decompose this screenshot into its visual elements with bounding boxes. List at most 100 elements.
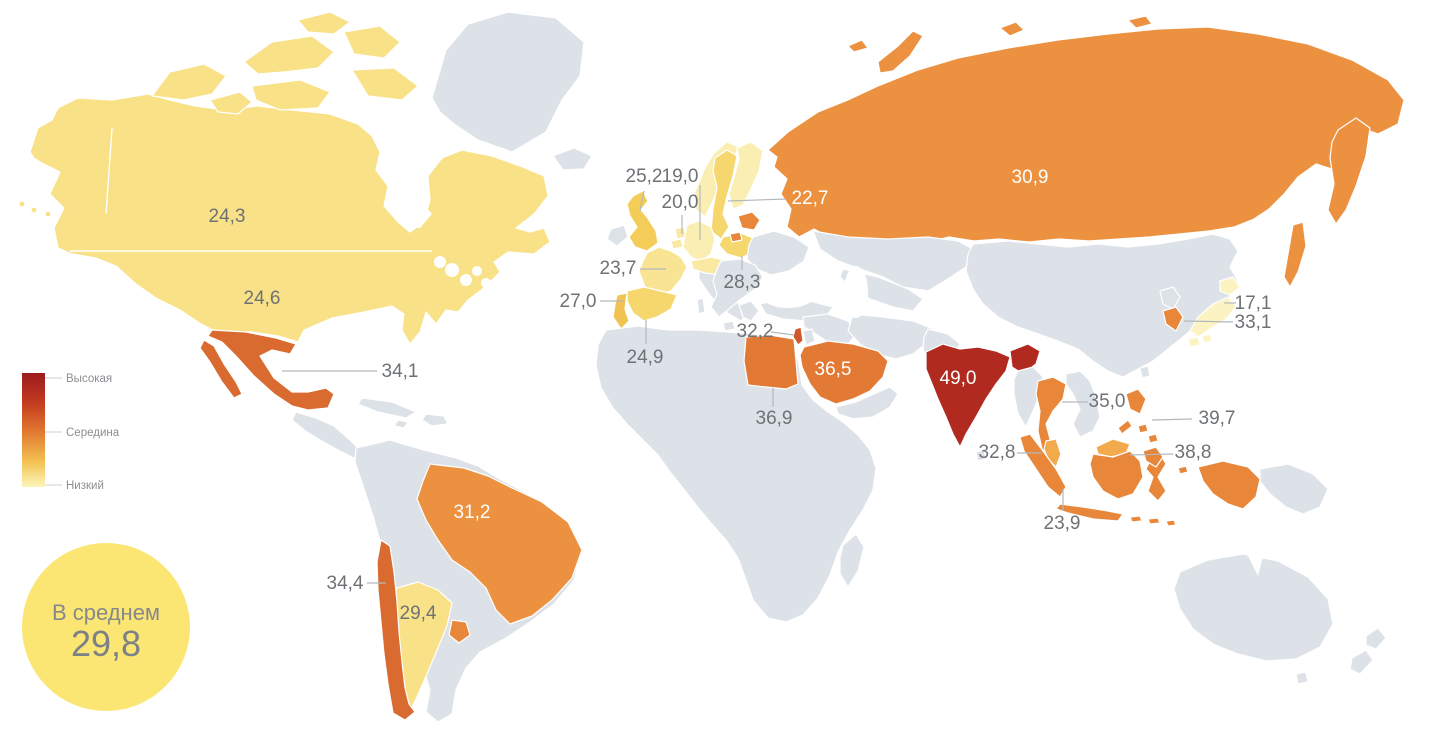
country-malaysia <box>1043 438 1062 468</box>
west-papua <box>1197 460 1261 510</box>
balkans-romania <box>710 258 764 318</box>
arctic-island <box>151 63 227 101</box>
country-sri-lanka <box>975 449 987 462</box>
value-label-netherlands: 20,0 <box>662 192 699 213</box>
country-iceland <box>552 147 593 171</box>
arctic-russia-island <box>847 39 869 53</box>
value-label-portugal: 27,0 <box>560 291 597 312</box>
country-greece <box>738 300 760 322</box>
value-label-philippines: 39,7 <box>1199 408 1236 429</box>
iran-afghanistan <box>847 313 934 360</box>
country-spain <box>626 286 678 322</box>
country-egypt <box>743 334 799 390</box>
central-america <box>291 411 363 459</box>
aleutian-island <box>30 206 38 214</box>
value-label-malaysia: 32,8 <box>979 442 1016 463</box>
value-label-south-korea: 33,1 <box>1235 312 1272 333</box>
country-jamaica <box>393 419 409 429</box>
great-lake <box>460 274 472 286</box>
value-label-spain: 24,9 <box>627 347 664 368</box>
country-chile <box>376 539 416 721</box>
country-australia <box>1173 553 1334 662</box>
sakhalin <box>1283 221 1307 288</box>
arctic-island <box>343 25 401 59</box>
color-legend: Высокая Середина Низкий <box>22 373 120 492</box>
average-label: В среднем <box>52 600 160 625</box>
lesser-sunda <box>1147 517 1161 525</box>
hudson-bay <box>388 142 432 228</box>
country-south-korea <box>1162 306 1184 332</box>
legend-label-high: Высокая <box>66 373 112 385</box>
value-labels-layer: 24,3 24,6 34,1 31,2 34,4 29,4 25,2 19,0 20,0 23,7… <box>209 166 1272 624</box>
sulawesi <box>1145 453 1167 502</box>
indochina <box>1065 370 1101 438</box>
belarus-ukraine <box>746 230 810 276</box>
country-germany <box>682 220 716 262</box>
arctic-island <box>243 35 335 75</box>
country-hispaniola <box>421 413 449 427</box>
country-ireland <box>606 224 629 247</box>
gulf-of-carpentaria <box>1248 553 1264 576</box>
kamchatka <box>1327 117 1371 225</box>
great-lake <box>481 278 491 288</box>
japan-hokkaido <box>1219 276 1241 296</box>
arctic-island <box>209 91 253 115</box>
country-sweden <box>710 149 738 240</box>
leader-line-sweden <box>727 198 787 202</box>
country-china-mongolia <box>965 233 1239 378</box>
aleutian-island <box>18 200 26 208</box>
country-myanmar <box>1013 366 1044 428</box>
country-greenland <box>431 11 585 153</box>
country-taiwan <box>1139 365 1151 379</box>
legend-label-low: Низкий <box>66 480 104 492</box>
value-label-mexico: 34,1 <box>382 361 419 382</box>
lesser-sunda <box>1165 519 1177 527</box>
value-label-argentina: 29,4 <box>400 603 437 624</box>
leader-line-south-korea <box>1183 320 1234 323</box>
arctic-island <box>351 67 419 101</box>
value-label-indonesia: 38,8 <box>1175 442 1212 463</box>
value-label-egypt: 36,9 <box>756 408 793 429</box>
country-madagascar <box>839 533 865 588</box>
arctic-island <box>251 79 331 111</box>
leader-line-indonesia <box>1129 453 1174 456</box>
value-label-japan: 17,1 <box>1235 293 1272 314</box>
arctic-russia-island <box>999 21 1025 37</box>
great-lake <box>472 266 482 276</box>
country-india <box>925 343 1011 448</box>
java <box>1055 503 1124 522</box>
average-value: 29,8 <box>71 623 141 664</box>
country-israel <box>792 326 804 346</box>
leader-line-united-kingdom <box>639 190 645 212</box>
country-saudi-arabia <box>799 340 889 405</box>
sicily <box>722 320 736 332</box>
philippines-luzon <box>1125 388 1147 415</box>
country-portugal <box>612 292 630 330</box>
value-label-russia: 30,9 <box>1012 167 1049 188</box>
lesser-sunda <box>1129 515 1143 523</box>
country-canada-usa <box>29 93 551 345</box>
country-cuba <box>357 397 417 419</box>
great-lake <box>445 263 459 277</box>
northeast-india <box>1009 343 1041 375</box>
country-france <box>638 246 688 296</box>
country-russia <box>767 26 1405 245</box>
countries-layer <box>18 11 1405 723</box>
country-north-korea <box>1159 286 1181 310</box>
kalimantan <box>1089 450 1144 500</box>
philippines-visayas <box>1147 433 1159 444</box>
country-mexico <box>207 329 335 411</box>
value-label-saudi-arabia: 36,5 <box>815 359 852 380</box>
japan-shikoku <box>1201 333 1213 344</box>
value-label-poland: 28,3 <box>724 272 761 293</box>
legend-gradient-bar <box>22 373 45 487</box>
value-label-united-states: 24,6 <box>244 288 281 309</box>
japan-honshu <box>1189 296 1237 338</box>
baltic-states <box>737 211 761 231</box>
value-label-canada: 24,3 <box>209 206 246 227</box>
legend-label-mid: Середина <box>66 427 120 439</box>
value-label-india: 49,0 <box>940 368 977 389</box>
black-sea <box>762 284 814 308</box>
alaska-border <box>105 127 113 215</box>
